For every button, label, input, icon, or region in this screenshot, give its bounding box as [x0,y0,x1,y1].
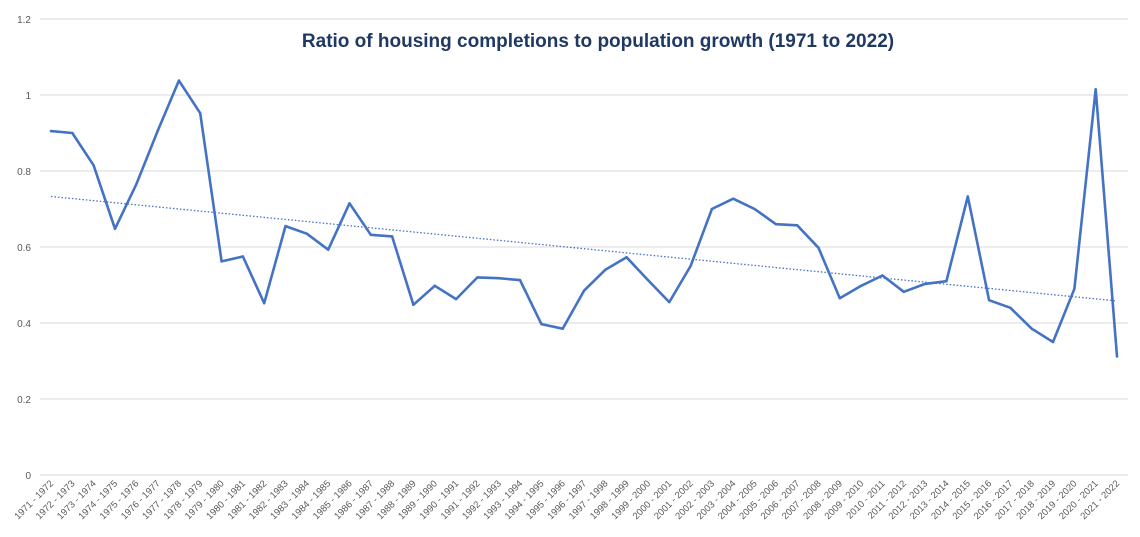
data-point [1115,355,1119,358]
data-point [859,284,863,287]
gridlines [40,18,1128,476]
data-point [284,224,287,228]
data-point [1073,287,1076,290]
data-point [710,207,714,211]
y-tick-label: 0.6 [17,243,31,254]
data-point [497,276,500,280]
data-point [945,280,948,283]
data-point [433,284,436,287]
data-point [241,255,245,258]
data-point [326,248,330,251]
data-point [92,164,95,167]
data-point [540,322,543,326]
data-point [923,282,927,286]
data-point [177,79,181,82]
data-point [263,302,266,305]
data-point [774,223,778,226]
data-point [220,260,223,263]
data-point [966,195,969,198]
data-point [369,233,372,237]
data-point [390,235,394,238]
data-point [518,278,522,282]
chart-title: Ratio of housing completions to populati… [302,31,894,52]
y-tick-label: 0.4 [17,319,31,330]
data-point [604,268,607,271]
data-point [753,207,756,211]
trendline-layer [50,195,1118,302]
data-point [561,327,564,330]
data-point [1051,340,1055,344]
data-point [1030,327,1033,330]
trendline [50,195,1118,302]
data-point [902,290,905,294]
data-point [348,202,351,205]
data-point [412,303,415,306]
series-layer [49,79,1119,358]
y-axis-ticks: 0 0.2 0.4 0.6 0.8 1 1.2 [17,15,31,482]
data-point [838,297,842,300]
data-point [668,300,671,304]
data-point [113,227,117,230]
y-tick-label: 0.2 [17,395,31,406]
data-point [135,183,138,186]
data-point [796,224,799,227]
data-point [625,256,628,259]
y-tick-label: 1.2 [17,15,31,26]
data-point [1094,88,1097,91]
y-tick-label: 1 [25,91,31,102]
data-point [881,274,884,277]
data-point [156,129,159,133]
data-point [987,299,991,302]
data-point [49,129,53,133]
data-point [582,289,586,292]
data-point [689,264,692,268]
y-tick-label: 0.8 [17,167,31,178]
data-point [1009,306,1012,309]
data-point [817,246,820,249]
data-point [646,278,650,282]
data-point [71,131,74,135]
data-point [305,232,309,235]
data-point [732,197,735,200]
data-point [454,297,458,301]
data-point [476,276,479,279]
y-tick-label: 0 [25,471,31,482]
data-point [199,112,202,115]
